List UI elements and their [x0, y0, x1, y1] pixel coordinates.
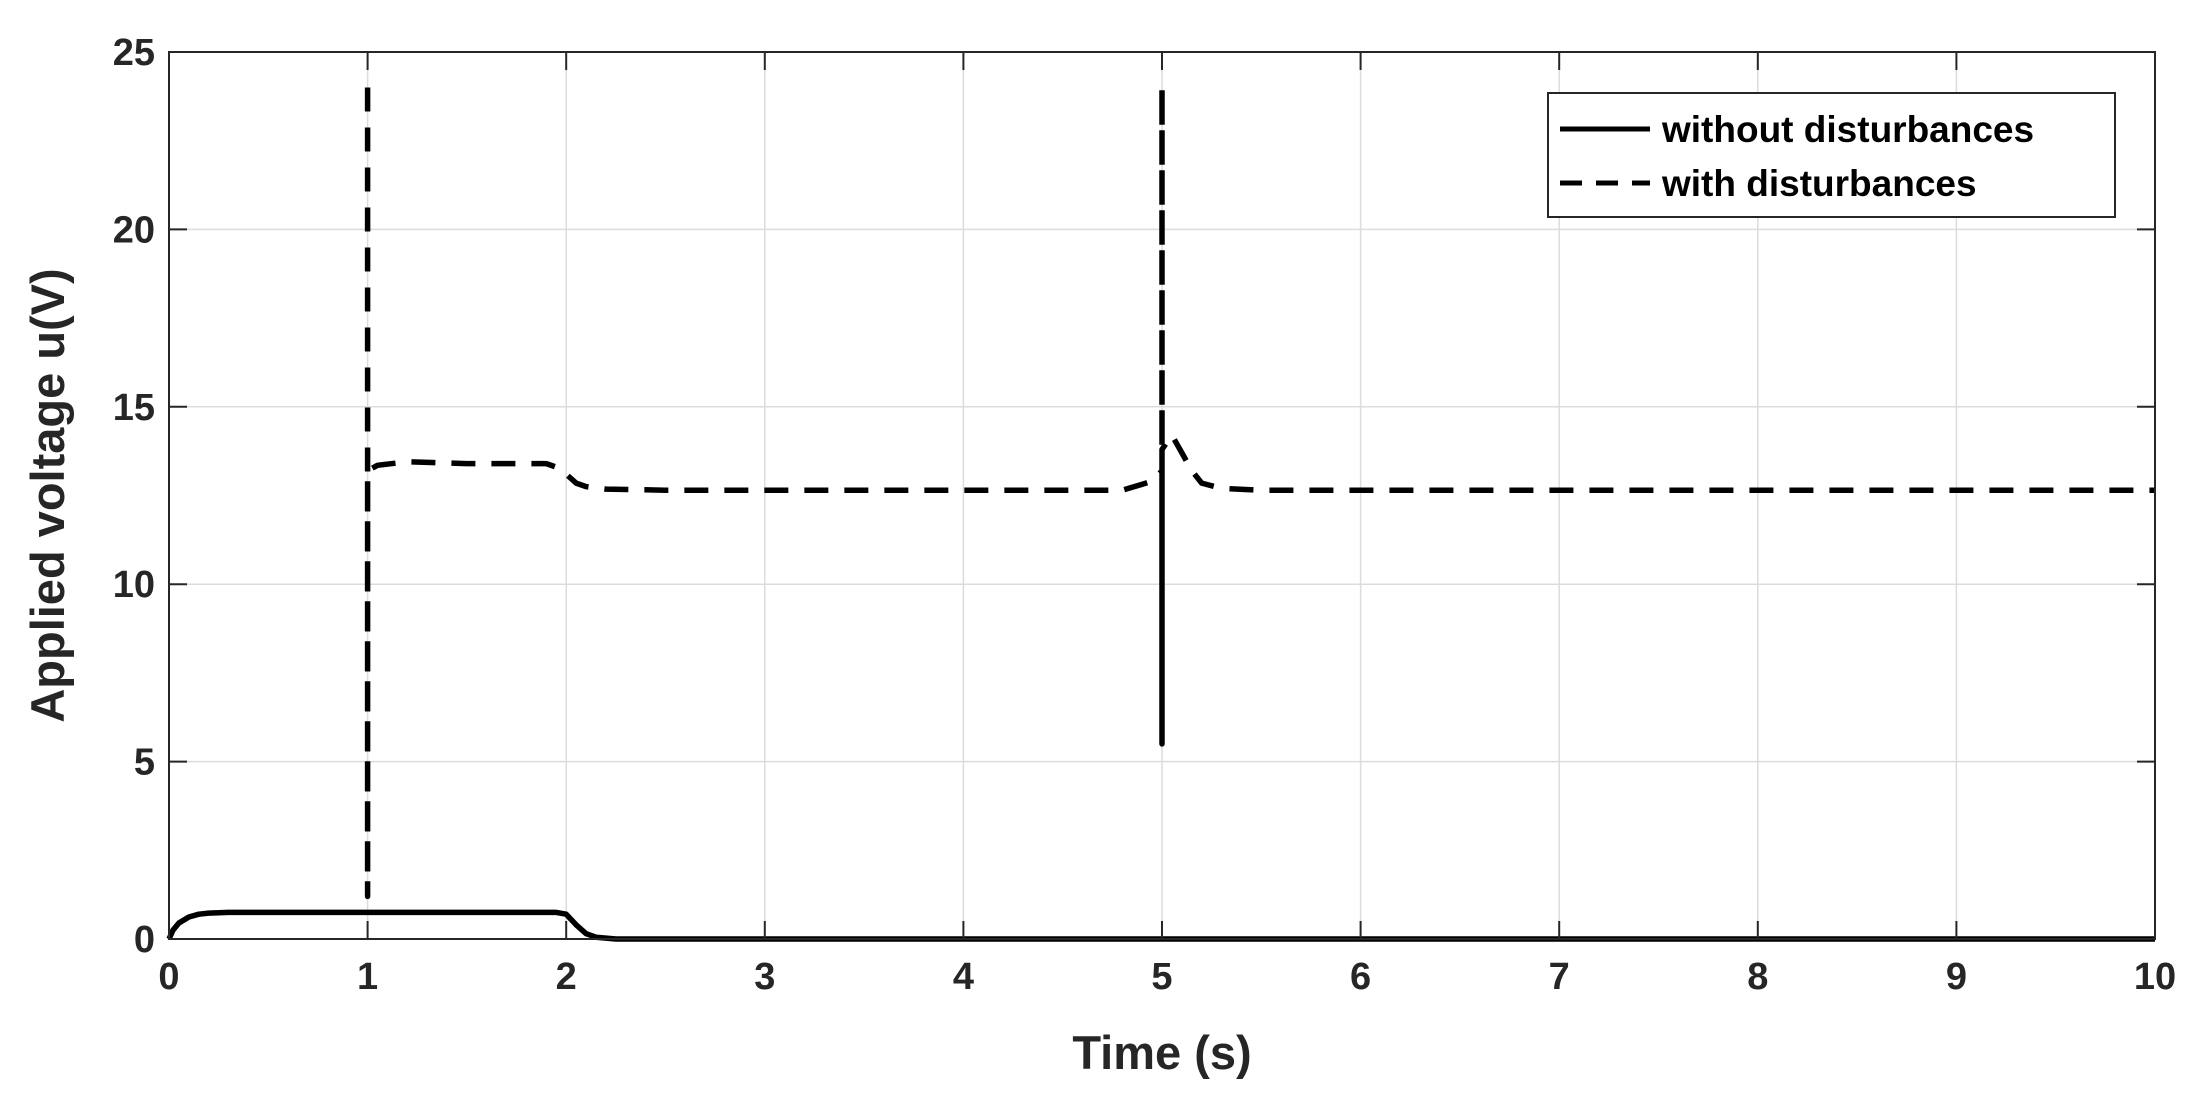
- y-tick-label: 15: [113, 387, 155, 429]
- x-tick-label: 1: [357, 956, 378, 998]
- y-tick-label: 25: [113, 32, 155, 74]
- x-tick-label: 8: [1747, 956, 1768, 998]
- x-tick-label: 10: [2134, 956, 2176, 998]
- x-tick-label: 7: [1549, 956, 1570, 998]
- legend: without disturbances with disturbances: [1548, 93, 2115, 217]
- y-tick-label: 20: [113, 209, 155, 251]
- x-tick-label: 9: [1946, 956, 1967, 998]
- x-tick-label: 5: [1151, 956, 1172, 998]
- x-tick-label: 6: [1350, 956, 1371, 998]
- legend-label-with-disturbances: with disturbances: [1661, 163, 1977, 204]
- y-tick-label: 10: [113, 564, 155, 606]
- x-axis-title: Time (s): [1072, 1026, 1251, 1079]
- y-tick-label: 0: [134, 919, 155, 961]
- x-tick-label: 0: [158, 956, 179, 998]
- y-tick-label: 5: [134, 742, 155, 784]
- y-axis-title: Applied voltage u(V): [21, 268, 74, 722]
- x-tick-label: 3: [754, 956, 775, 998]
- x-tick-label: 4: [953, 956, 974, 998]
- legend-label-without-disturbances: without disturbances: [1661, 109, 2034, 150]
- x-tick-label: 2: [556, 956, 577, 998]
